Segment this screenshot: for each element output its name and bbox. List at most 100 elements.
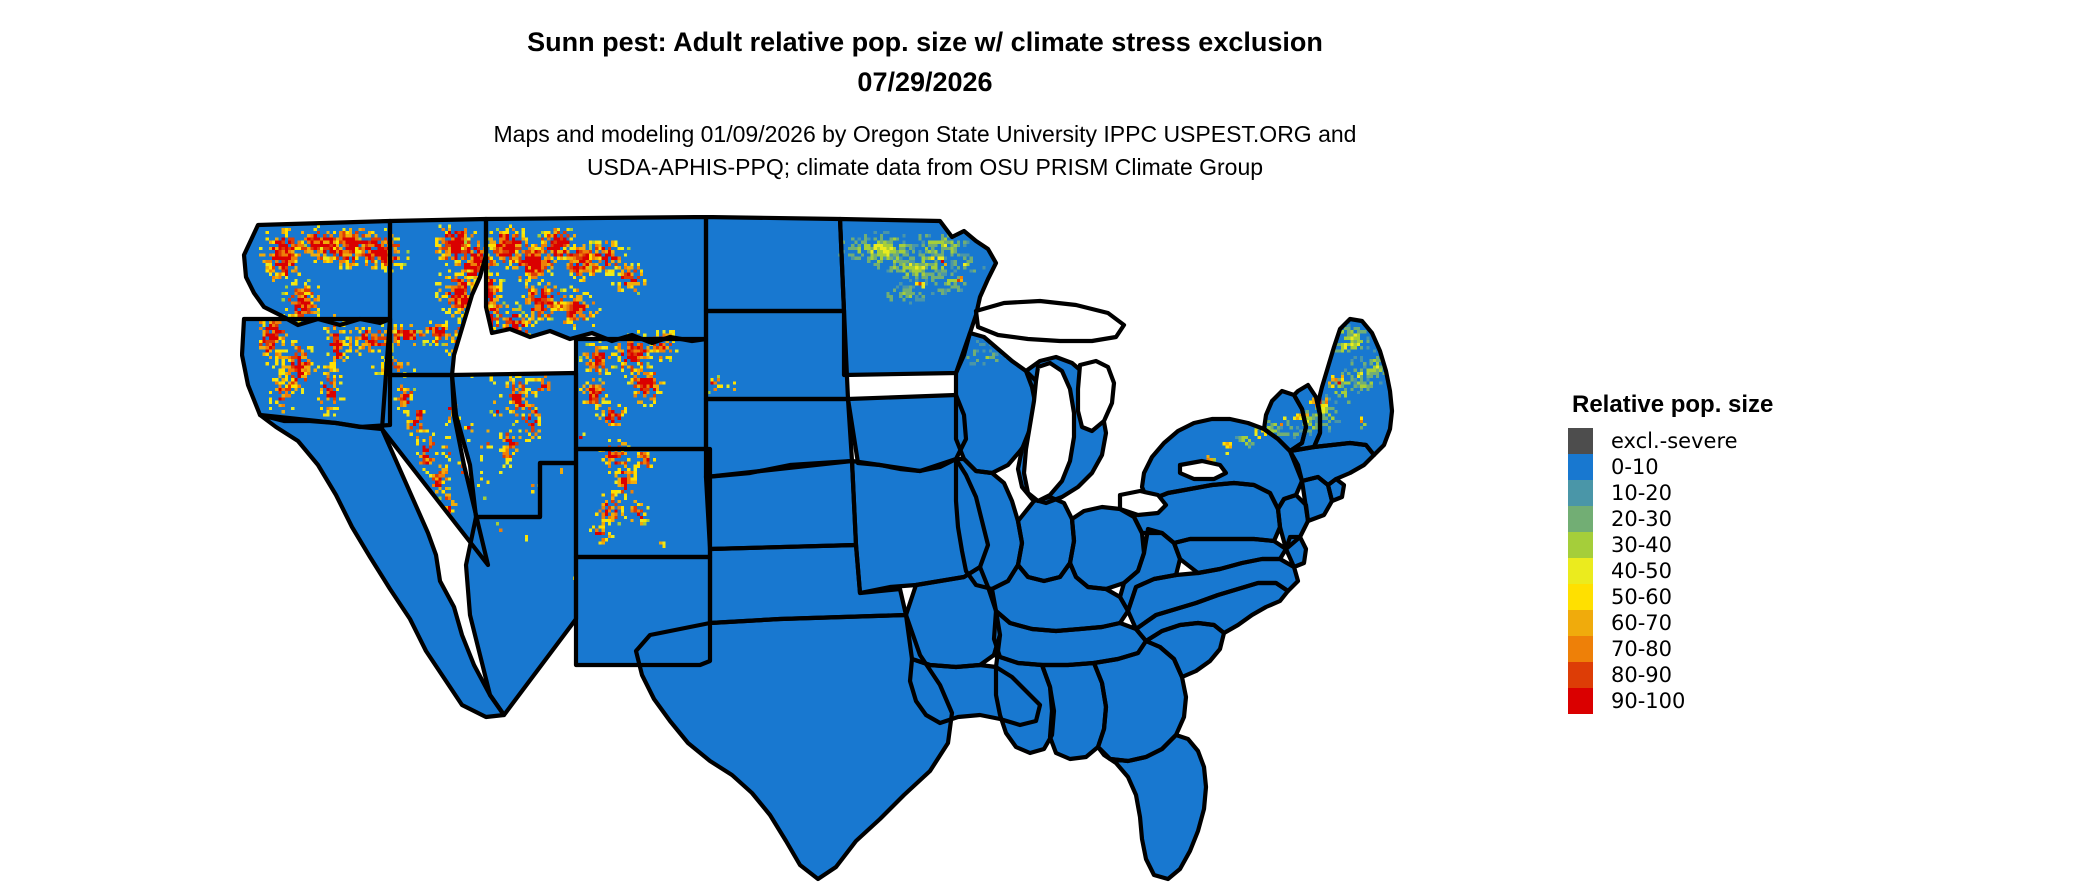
state-fill-west-virginia [1120,529,1180,611]
raster-cells-spike-class-7 [960,279,964,283]
raster-cells-ridge-class-4 [416,330,445,347]
raster-cells-ridge-class-6 [435,231,480,260]
raster-cells-ridge-class-7 [553,295,599,327]
raster-cells-ridge-class-10 [307,234,336,254]
raster-cells-ridge-class-10 [636,512,644,519]
legend-swatch-icon [1568,662,1593,688]
raster-cells-ridge-class-10 [364,240,397,263]
raster-cells-ridge-class-5 [726,384,730,388]
raster-cells-ridge-class-6 [732,381,736,385]
raster-cells-spike-class-8 [1360,419,1364,423]
raster-cells-ridge-class-8 [524,285,554,315]
raster-cells-cool-class-5 [870,243,893,257]
raster-cells-cool-class-3 [1280,419,1300,436]
state-fill-arkansas [906,567,1000,667]
raster-cells-cool-class-3 [1056,343,1092,359]
raster-cells-spike-class-5 [1068,346,1072,350]
raster-cells-ridge-class-8 [531,483,535,487]
raster-cells-ridge-class-10 [588,387,602,401]
legend-swatch-icon [1568,480,1593,506]
raster-cells-cool-class-3 [931,272,967,295]
state-fill-south-dakota [706,311,848,399]
raster-cells-ridge-class-5 [268,378,295,411]
raster-cells-ridge-class-10 [467,426,471,430]
raster-cells-ridge-class-8 [396,384,407,407]
state-boundary-california [257,412,507,720]
legend-item-60-70: 60-70 [1568,610,1898,636]
legend-item-excl-severe: excl.-severe [1568,428,1898,454]
raster-cells-ridge-class-7 [630,499,644,526]
raster-cells-ridge-class-4 [560,288,564,292]
raster-cells-ridge-class-6 [508,371,522,423]
raster-cells-ridge-class-9 [393,330,423,337]
raster-cells-ridge-class-10 [428,327,445,337]
legend-rows: excl.-severe 0-10 10-20 20-30 30-40 40-50 50-6… [1568,428,1898,714]
raster-cells-ridge-class-8 [444,445,448,449]
raster-cells-ridge-class-6 [457,461,461,465]
raster-cells-ridge-class-6 [499,429,516,455]
legend-label: 50-60 [1611,585,1673,609]
legend-item-0-10: 0-10 [1568,454,1898,480]
raster-cells-cool-class-2 [944,253,986,273]
raster-cells-spike-class-5 [1024,343,1028,347]
raster-cells-cool-class-4 [985,355,989,359]
raster-cells-ridge-class-7 [630,365,663,404]
raster-cells-ridge-class-5 [553,285,602,331]
raster-cells-ridge-class-8 [288,352,311,388]
raster-cells-cool-class-4 [892,256,944,276]
raster-cells-ridge-class-8 [387,327,426,347]
raster-cells-ridge-class-5 [499,394,503,398]
raster-cells-ridge-class-9 [288,288,314,318]
raster-cells-spike-class-4 [1212,458,1216,462]
raster-cells-ridge-class-6 [326,320,349,379]
raster-cells-spike-class-5 [937,256,944,260]
raster-cells-ridge-class-6 [406,410,426,446]
raster-cells-ridge-class-8 [617,339,650,359]
raster-cells-ridge-class-9 [492,234,522,263]
us-map [240,215,1570,885]
legend-item-10-20: 10-20 [1568,480,1898,506]
raster-cells-ridge-class-9 [441,231,471,260]
raster-cells-ridge-class-10 [496,410,500,414]
raster-cells-spike-class-8 [1334,378,1338,382]
raster-cells-cool-class-5 [963,263,967,267]
raster-cells-ridge-class-8 [502,435,516,459]
state-boundary-texas [633,612,955,882]
raster-cells-ridge-class-10 [569,301,586,318]
state-boundary-missouri [849,456,991,596]
raster-cells-spike-class-4 [1324,407,1328,411]
raster-cells-ridge-class-5 [316,224,320,228]
raster-cells-spike-class-8 [960,275,964,279]
raster-cells-ridge-class-4 [704,375,720,395]
raster-cells-ridge-class-9 [508,381,525,411]
raster-cells-ridge-class-9 [332,323,340,343]
raster-cells-ridge-class-5 [620,333,653,379]
state-boundary-minnesota [837,216,999,378]
raster-cells-ridge-class-6 [259,311,285,366]
state-fill-alabama [1042,663,1106,759]
raster-cells-ridge-class-4 [489,410,493,414]
raster-cells-ridge-class-10 [444,231,471,260]
raster-cells-spike-class-10 [1337,381,1341,385]
raster-cells-ridge-class-4 [358,237,410,267]
state-boundary-virginia [1125,556,1301,632]
state-fill-ohio [1070,507,1144,589]
raster-cells-ridge-class-6 [428,320,458,347]
raster-cells-ridge-class-7 [582,381,605,407]
raster-cells-ridge-class-4 [304,243,308,247]
raster-cells-ridge-class-10 [435,477,442,487]
raster-cells-cool-class-3 [1299,410,1319,433]
raster-cells-ridge-class-5 [611,263,640,292]
raster-cells-ridge-class-6 [451,509,455,513]
raster-cells-ridge-class-5 [444,320,448,324]
state-fill-wyoming [576,339,706,449]
raster-cells-ridge-class-8 [524,403,541,436]
raster-cells-spike-class-7 [1065,343,1069,347]
raster-cells-ridge-class-7 [512,240,554,283]
raster-cells-ridge-class-9 [291,346,311,385]
raster-cells-ridge-class-4 [512,423,516,427]
raster-cells-ridge-class-10 [595,247,618,267]
map-great-lakes [973,298,1229,518]
raster-cells-ridge-class-4 [636,291,640,295]
raster-cells-ridge-class-4 [502,301,506,305]
